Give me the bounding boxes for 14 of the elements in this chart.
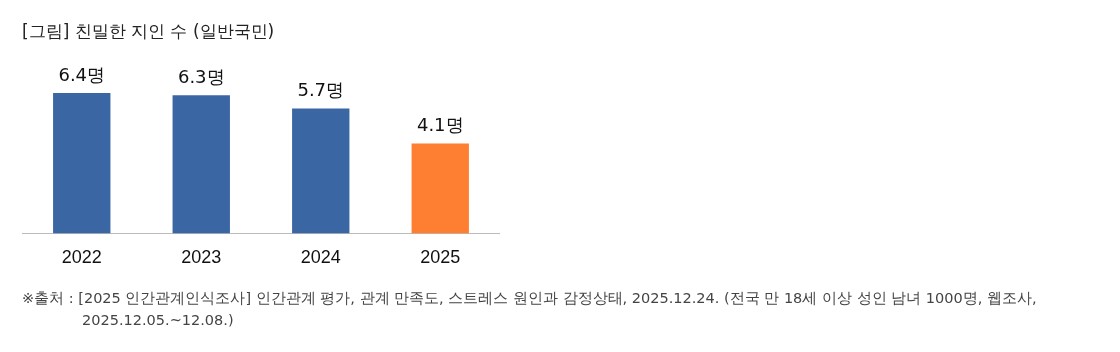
bar <box>411 143 469 234</box>
x-tick-label: 2024 <box>300 247 341 268</box>
text: ※출처 : [2025 인간관계인식조사] 인간관계 평가, 관계 만족도, 스트레스 원인과 감정상태, 2025.12.24. (전국 만 18세 이상 성인 남녀 1000명, 웹조사, 2025.12.05.~12.08.) <box>22 289 1038 330</box>
x-tick-label: 2023 <box>181 247 222 268</box>
data-label: 5.7명 <box>297 79 345 101</box>
data-label: 6.4명 <box>58 63 106 85</box>
data-label: 4.1명 <box>416 114 464 136</box>
data-label: 6.3명 <box>177 65 225 87</box>
bar <box>292 108 350 234</box>
bar <box>172 95 230 234</box>
x-tick-label: 2022 <box>61 247 102 268</box>
chart-title: [그림] 친밀한 지인 수 (일반국민) <box>22 20 275 43</box>
x-tick-label: 2025 <box>420 247 461 268</box>
bar <box>53 93 111 234</box>
